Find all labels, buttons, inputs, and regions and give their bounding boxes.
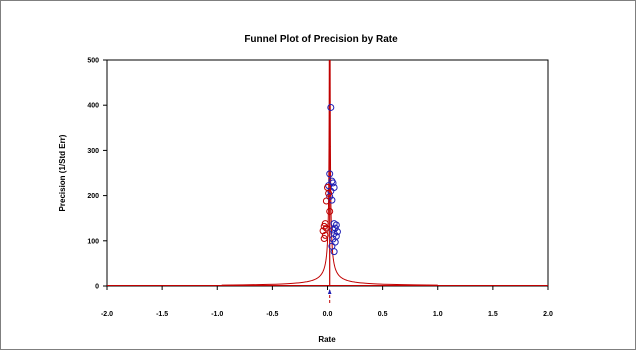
y-axis-title: Precision (1/Std Err) [58, 134, 67, 211]
observed-study-point [329, 226, 337, 234]
x-tick-label: 1.0 [433, 311, 443, 318]
study-points [319, 103, 341, 256]
x-tick-label: -1.0 [211, 311, 223, 318]
observed-study-point [326, 193, 334, 201]
pooled-estimate-diamond [327, 289, 332, 294]
y-tick-label: 200 [87, 193, 99, 200]
imputed-study-point [322, 197, 330, 205]
imputed-study-point [320, 222, 328, 230]
x-tick-label: 1.5 [488, 311, 498, 318]
plot-area [106, 59, 549, 287]
imputed-study-point [320, 235, 328, 243]
observed-study-point [332, 221, 340, 229]
imputed-study-point [321, 231, 329, 239]
x-tick-label: -1.5 [156, 311, 168, 318]
x-tick-label: -2.0 [101, 311, 113, 318]
x-tick-label: 2.0 [543, 311, 553, 318]
observed-study-point [333, 228, 341, 236]
x-tick-label: 0.5 [378, 311, 388, 318]
y-tick-label: 400 [87, 103, 99, 110]
observed-study-point [326, 170, 334, 178]
x-tick-label: 0.0 [323, 311, 333, 318]
observed-study-point [328, 177, 336, 185]
y-tick-label: 100 [87, 238, 99, 245]
y-axis: 0 100 200 300 400 500 [87, 58, 107, 291]
imputed-study-point [325, 189, 333, 197]
x-axis: -2.0 -1.5 -1.0 -0.5 0.0 0.5 1.0 1.5 2.0 [101, 286, 553, 318]
y-tick-label: 300 [87, 148, 99, 155]
y-tick-label: 0 [95, 284, 99, 291]
pooled-estimate [327, 289, 332, 304]
observed-study-point [330, 248, 338, 256]
observed-study-point [327, 103, 335, 111]
y-tick-label: 500 [87, 58, 99, 65]
chart-title: Funnel Plot of Precision by Rate [244, 34, 398, 45]
x-tick-label: -0.5 [266, 311, 278, 318]
x-axis-title: Rate [318, 335, 336, 344]
imputed-study-point [326, 207, 334, 215]
